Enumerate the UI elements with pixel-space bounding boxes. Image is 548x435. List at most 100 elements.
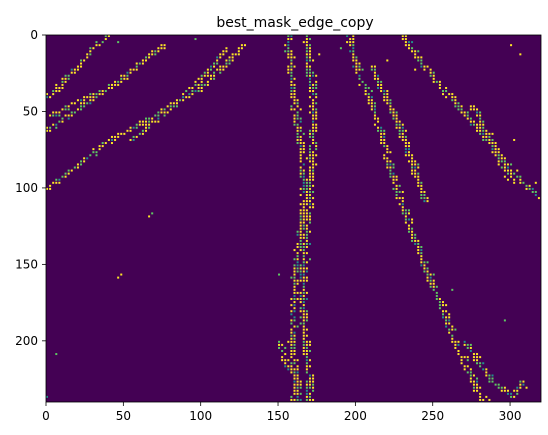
edge-pixel — [169, 105, 172, 108]
edge-pixel — [70, 111, 73, 114]
edge-pixel — [302, 313, 305, 316]
edge-pixel — [302, 264, 305, 267]
edge-pixel — [305, 252, 308, 255]
edge-pixel — [401, 200, 404, 203]
edge-pixel — [315, 126, 318, 129]
edge-pixel — [497, 154, 500, 157]
axes-frame — [45, 34, 542, 403]
edge-pixel — [448, 316, 451, 319]
edge-pixel — [315, 114, 318, 117]
edge-pixel — [120, 80, 123, 83]
edge-pixel — [373, 77, 376, 80]
edge-pixel — [414, 50, 417, 53]
edge-pixel — [522, 380, 525, 383]
edge-pixel — [76, 99, 79, 102]
edge-pixel — [466, 346, 469, 349]
edge-pixel — [182, 99, 185, 102]
edge-pixel — [308, 197, 311, 200]
edge-pixel — [534, 190, 537, 193]
edge-pixel — [123, 74, 126, 77]
edge-pixel — [305, 340, 308, 343]
edge-pixel — [305, 398, 308, 401]
edge-pixel — [358, 68, 361, 71]
edge-pixel — [52, 90, 55, 93]
edge-pixel — [290, 371, 293, 374]
edge-pixel — [145, 126, 148, 129]
edge-pixel — [380, 90, 383, 93]
edge-pixel — [482, 129, 485, 132]
edge-pixel — [83, 99, 86, 102]
edge-pixel — [284, 353, 287, 356]
edge-pixel — [228, 56, 231, 59]
edge-pixel — [49, 126, 52, 129]
edge-pixel — [411, 160, 414, 163]
edge-pixel — [305, 389, 308, 392]
edge-pixel — [479, 114, 482, 117]
edge-pixel — [222, 53, 225, 56]
edge-pixel — [58, 178, 61, 181]
edge-pixel — [429, 71, 432, 74]
edge-pixel — [58, 181, 61, 184]
edge-pixel — [308, 47, 311, 50]
edge-pixel — [299, 276, 302, 279]
edge-pixel — [83, 157, 86, 160]
edge-pixel — [312, 157, 315, 160]
edge-pixel — [296, 102, 299, 105]
edge-pixel — [194, 38, 197, 41]
edge-pixel — [302, 252, 305, 255]
edge-pixel — [315, 148, 318, 151]
edge-pixel — [308, 154, 311, 157]
edge-pixel — [284, 346, 287, 349]
edge-pixel — [293, 285, 296, 288]
edge-pixel — [305, 65, 308, 68]
edge-pixel — [315, 80, 318, 83]
edge-pixel — [491, 377, 494, 380]
edge-pixel — [296, 138, 299, 141]
edge-pixel — [312, 102, 315, 105]
edge-pixel — [299, 246, 302, 249]
edge-pixel — [308, 187, 311, 190]
edge-pixel — [290, 90, 293, 93]
edge-pixel — [395, 114, 398, 117]
edge-pixel — [290, 368, 293, 371]
edge-pixel — [138, 132, 141, 135]
edge-pixel — [482, 120, 485, 123]
edge-pixel — [411, 166, 414, 169]
edge-pixel — [299, 279, 302, 282]
edge-pixel — [315, 108, 318, 111]
edge-pixel — [305, 313, 308, 316]
edge-pixel — [423, 190, 426, 193]
edge-pixel — [305, 279, 308, 282]
edge-pixel — [466, 343, 469, 346]
edge-pixel — [411, 239, 414, 242]
edge-pixel — [389, 175, 392, 178]
edge-pixel — [299, 145, 302, 148]
edge-pixel — [299, 291, 302, 294]
edge-pixel — [49, 114, 52, 117]
edge-pixel — [141, 59, 144, 62]
edge-pixel — [367, 102, 370, 105]
edge-pixel — [55, 181, 58, 184]
edge-pixel — [392, 108, 395, 111]
edge-pixel — [287, 53, 290, 56]
edge-pixel — [302, 282, 305, 285]
edge-pixel — [287, 35, 290, 37]
edge-pixel — [169, 108, 172, 111]
edge-pixel — [312, 160, 315, 163]
edge-pixel — [476, 111, 479, 114]
edge-pixel — [407, 44, 410, 47]
edge-pixel — [296, 242, 299, 245]
edge-pixel — [315, 102, 318, 105]
edge-pixel — [278, 340, 281, 343]
edge-pixel — [302, 328, 305, 331]
edge-pixel — [500, 157, 503, 160]
edge-pixel — [46, 126, 49, 129]
edge-pixel — [145, 123, 148, 126]
edge-pixel — [101, 145, 104, 148]
edge-pixel — [64, 175, 67, 178]
edge-pixel — [506, 163, 509, 166]
edge-pixel — [398, 190, 401, 193]
edge-pixel — [491, 148, 494, 151]
edge-pixel — [231, 53, 234, 56]
edge-pixel — [126, 71, 129, 74]
